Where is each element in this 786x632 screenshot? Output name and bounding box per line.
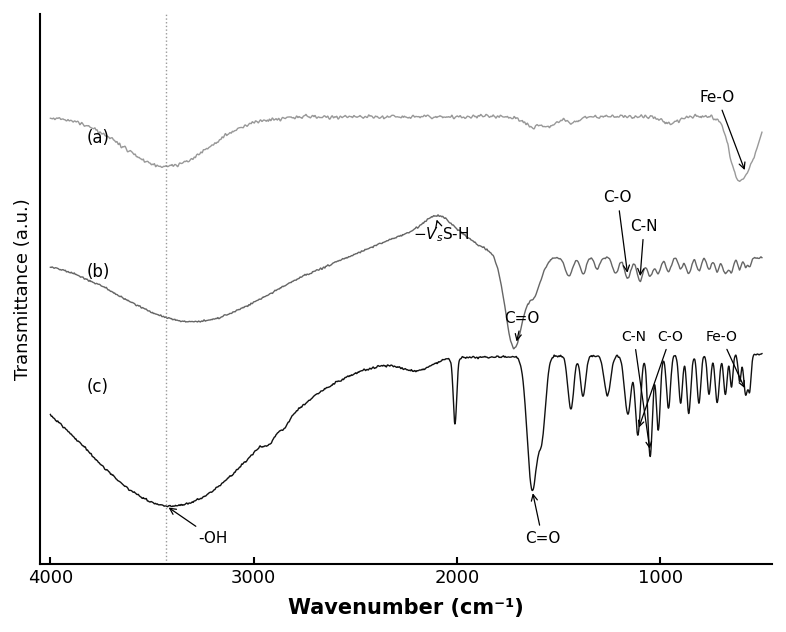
Text: C=O: C=O xyxy=(505,310,540,340)
Text: Fe-O: Fe-O xyxy=(705,330,744,387)
Text: (b): (b) xyxy=(87,263,110,281)
Text: (c): (c) xyxy=(87,378,109,396)
Text: C-O: C-O xyxy=(604,190,632,271)
Text: (a): (a) xyxy=(87,129,110,147)
Text: Fe-O: Fe-O xyxy=(700,90,745,169)
Text: -OH: -OH xyxy=(170,508,228,545)
Text: C-O: C-O xyxy=(638,330,683,427)
Y-axis label: Transmittance (a.u.): Transmittance (a.u.) xyxy=(14,198,32,380)
Text: C=O: C=O xyxy=(525,495,560,545)
Text: $-V_s$S-H: $-V_s$S-H xyxy=(413,221,469,243)
X-axis label: Wavenumber (cm⁻¹): Wavenumber (cm⁻¹) xyxy=(288,598,524,618)
Text: C-N: C-N xyxy=(622,330,652,447)
Text: C-N: C-N xyxy=(630,219,658,275)
